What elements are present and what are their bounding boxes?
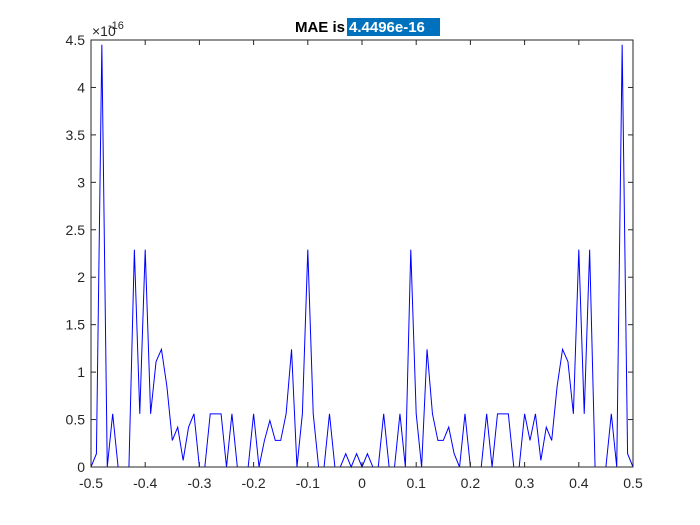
y-tick-label: 0.5: [66, 412, 86, 428]
x-tick-label: 0.4: [569, 475, 589, 491]
x-tick-label: -0.1: [296, 475, 320, 491]
y-tick-label: 4.5: [66, 32, 86, 48]
y-tick-label: 3.5: [66, 127, 86, 143]
x-tick-label: -0.4: [133, 475, 157, 491]
x-tick-label: -0.2: [242, 475, 266, 491]
title-prefix: MAE is: [295, 19, 345, 36]
y-tick-label: 1.5: [66, 317, 86, 333]
chart-title: MAE is 4.4496e-16: [295, 18, 440, 36]
x-tick-label: -0.5: [79, 475, 103, 491]
x-tick-label: -0.3: [187, 475, 211, 491]
y-tick-label: 2: [77, 269, 85, 285]
y-tick-label: 1: [77, 364, 85, 380]
y-tick-label: 4: [77, 79, 85, 95]
title-highlight-box: [347, 18, 440, 36]
x-tick-label: 0: [358, 475, 366, 491]
y-tick-label: 0: [77, 459, 85, 475]
x-tick-label: 0.3: [515, 475, 535, 491]
y-exponent: ×10 -16: [92, 20, 124, 39]
plot-area: -0.5 -0.4 -0.3 -0.2 -0.1 0 0.1 0.2 0.3 0.4 0.5 0 0.5…: [66, 32, 643, 491]
x-tick-label: 0.2: [461, 475, 481, 491]
x-tick-label: 0.1: [406, 475, 426, 491]
y-tick-label: 2.5: [66, 222, 86, 238]
title-highlight-value: 4.4496e-16: [349, 19, 425, 36]
y-tick-label: 3: [77, 174, 85, 190]
y-exponent-base: ×10: [92, 23, 116, 39]
y-exponent-power: -16: [108, 20, 124, 32]
x-tick-label: 0.5: [623, 475, 643, 491]
